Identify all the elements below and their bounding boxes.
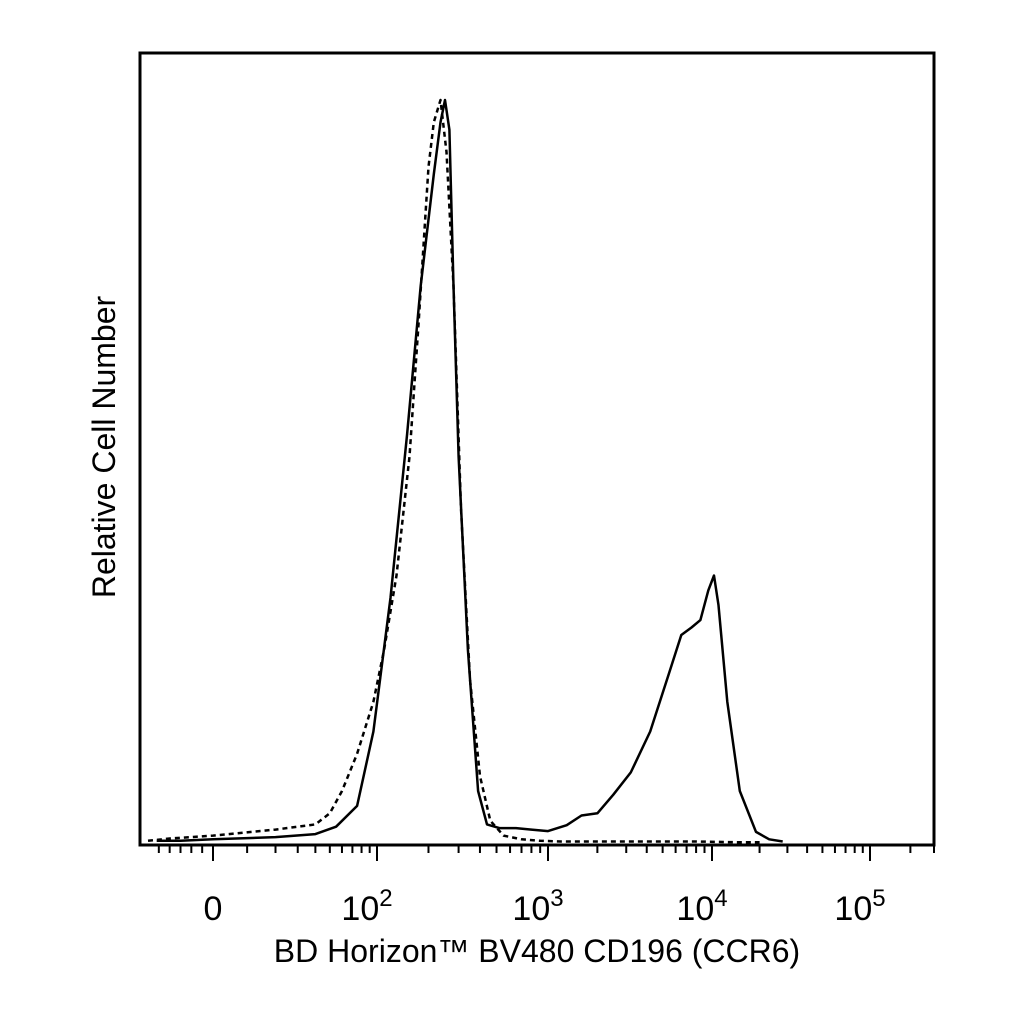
x-axis-tick-labels: 0 102 103 104 105 xyxy=(204,885,886,928)
x-tick-label: 102 xyxy=(341,885,392,928)
y-axis-label: Relative Cell Number xyxy=(86,295,122,598)
x-axis-ticks xyxy=(157,845,935,861)
plot-frame xyxy=(138,51,936,847)
solid-histogram-series xyxy=(156,98,783,843)
x-tick-label: 105 xyxy=(834,885,885,928)
dashed-histogram-series xyxy=(147,98,760,844)
x-axis-label: BD Horizon™ BV480 CD196 (CCR6) xyxy=(274,933,800,969)
histogram-curves xyxy=(147,98,783,844)
x-tick-label: 0 xyxy=(204,890,223,928)
x-tick-label: 103 xyxy=(512,885,563,928)
x-tick-label: 104 xyxy=(676,885,727,928)
